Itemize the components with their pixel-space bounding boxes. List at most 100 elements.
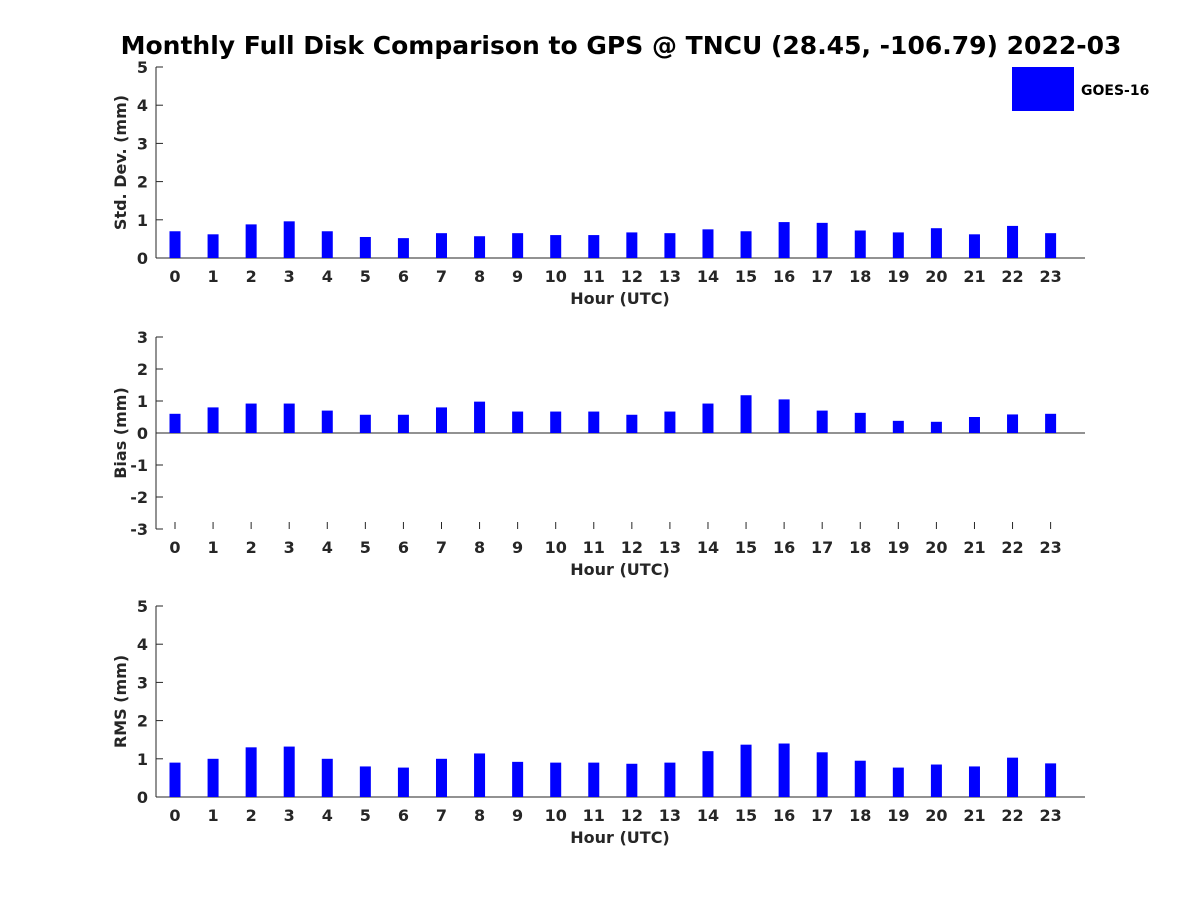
bar (740, 231, 752, 258)
bar (588, 762, 600, 797)
bar (930, 228, 942, 258)
y-axis-label: RMS (mm) (111, 655, 130, 748)
x-tick-label: 19 (887, 267, 909, 286)
y-tick-label: 1 (137, 750, 148, 769)
x-tick-label: 13 (659, 806, 681, 825)
x-tick-label: 23 (1039, 806, 1061, 825)
x-tick-label: 7 (436, 538, 447, 557)
x-tick-label: 11 (583, 267, 605, 286)
bar (1007, 225, 1019, 258)
y-tick-label: -1 (130, 456, 148, 475)
x-axis-label: Hour (UTC) (570, 828, 670, 847)
x-tick-label: 19 (887, 806, 909, 825)
x-tick-label: 20 (925, 806, 947, 825)
y-tick-label: 4 (137, 96, 148, 115)
x-tick-label: 5 (360, 806, 371, 825)
bar (968, 234, 980, 258)
y-axis-label: Std. Dev. (mm) (111, 95, 130, 230)
y-tick-label: 0 (137, 788, 148, 807)
bar (435, 758, 447, 797)
bar (207, 234, 219, 258)
x-axis-label: Hour (UTC) (570, 289, 670, 308)
bar (816, 222, 828, 258)
y-tick-label: 1 (137, 211, 148, 230)
x-tick-label: 9 (512, 806, 523, 825)
y-tick-label: 2 (137, 712, 148, 731)
x-tick-label: 12 (621, 538, 643, 557)
bar (968, 766, 980, 797)
x-tick-label: 5 (360, 538, 371, 557)
x-tick-label: 3 (284, 806, 295, 825)
bar (702, 403, 714, 433)
x-tick-label: 2 (246, 267, 257, 286)
x-tick-label: 23 (1039, 267, 1061, 286)
bar (550, 411, 562, 433)
x-tick-label: 7 (436, 267, 447, 286)
x-tick-label: 3 (284, 538, 295, 557)
bar (169, 231, 181, 258)
bar (397, 414, 409, 433)
bar (588, 235, 600, 258)
x-tick-label: 6 (398, 267, 409, 286)
x-tick-label: 16 (773, 267, 795, 286)
bar (1045, 763, 1057, 797)
x-tick-label: 9 (512, 538, 523, 557)
x-tick-label: 4 (322, 267, 333, 286)
x-tick-label: 20 (925, 267, 947, 286)
bar (588, 411, 600, 433)
bar (474, 401, 486, 433)
bar (968, 417, 980, 433)
bar (550, 762, 562, 797)
x-tick-label: 0 (169, 267, 180, 286)
y-tick-label: -3 (130, 520, 148, 539)
x-tick-label: 16 (773, 538, 795, 557)
bar (359, 414, 371, 433)
y-axis-label: Bias (mm) (111, 387, 130, 479)
bar (435, 233, 447, 258)
x-tick-label: 11 (583, 806, 605, 825)
x-tick-label: 1 (207, 267, 218, 286)
x-tick-label: 11 (583, 538, 605, 557)
bar (778, 743, 790, 797)
bar (626, 232, 638, 258)
bar (740, 744, 752, 797)
bar (702, 229, 714, 258)
x-tick-label: 17 (811, 267, 833, 286)
bar (512, 233, 524, 258)
legend-swatch (1012, 67, 1074, 111)
bar (435, 407, 447, 433)
bar (550, 235, 562, 258)
bar (512, 761, 524, 797)
x-tick-label: 13 (659, 538, 681, 557)
y-tick-label: 3 (137, 134, 148, 153)
x-tick-label: 2 (246, 538, 257, 557)
x-tick-label: 22 (1001, 806, 1023, 825)
y-tick-label: 0 (137, 249, 148, 268)
bar (778, 399, 790, 433)
x-tick-label: 18 (849, 538, 871, 557)
bar (854, 230, 866, 258)
x-tick-label: 15 (735, 806, 757, 825)
x-tick-label: 22 (1001, 538, 1023, 557)
bar (321, 410, 333, 433)
x-tick-label: 19 (887, 538, 909, 557)
bar (816, 752, 828, 797)
y-tick-label: 5 (137, 58, 148, 77)
y-tick-label: 5 (137, 597, 148, 616)
x-tick-label: 10 (545, 806, 567, 825)
x-tick-label: 7 (436, 806, 447, 825)
x-tick-label: 3 (284, 267, 295, 286)
bar (1007, 757, 1019, 797)
x-tick-label: 8 (474, 267, 485, 286)
y-tick-label: 4 (137, 635, 148, 654)
x-tick-label: 23 (1039, 538, 1061, 557)
bar (207, 407, 219, 433)
x-tick-label: 0 (169, 538, 180, 557)
bar (245, 403, 257, 433)
x-tick-label: 5 (360, 267, 371, 286)
x-axis-label: Hour (UTC) (570, 560, 670, 579)
x-tick-label: 6 (398, 538, 409, 557)
x-tick-label: 22 (1001, 267, 1023, 286)
